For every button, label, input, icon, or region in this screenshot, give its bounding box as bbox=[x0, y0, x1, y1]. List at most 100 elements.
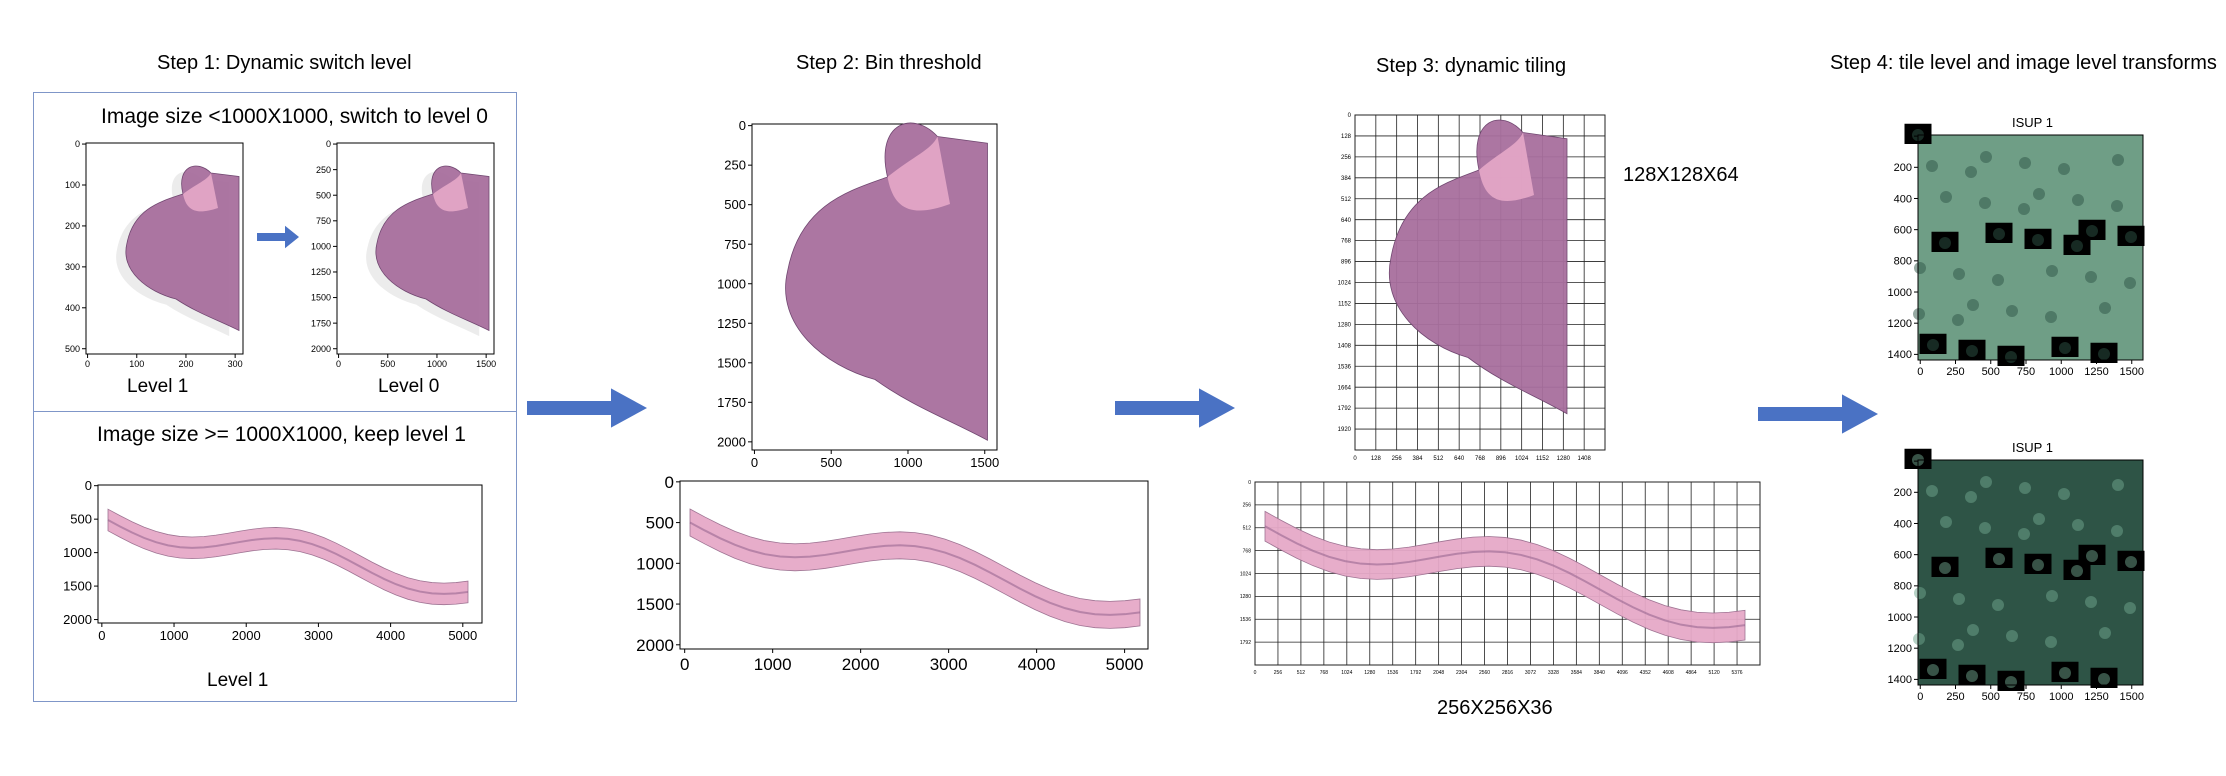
step3-grid-b-xtick-label: 5120 bbox=[1709, 670, 1720, 676]
step4-plot-b-frame bbox=[1917, 459, 2144, 686]
step3-grid-a-ytick-label: 256 bbox=[1341, 155, 1352, 161]
step4-image-a-tissue-blob bbox=[1913, 308, 1925, 320]
step4-image-a-tissue-blob bbox=[1979, 197, 1991, 209]
step4-image-b-tissue-blob bbox=[2032, 559, 2044, 571]
step4-plot-a-ytick-label: 600 bbox=[1894, 225, 1912, 237]
step3-tissue-strip-core bbox=[1264, 525, 1746, 629]
step1-plot-b-frame bbox=[336, 142, 495, 355]
step3-grid-b-xtick-label: 1536 bbox=[1387, 670, 1398, 676]
step4-image-b-tissue-blob bbox=[1940, 516, 1952, 528]
step4-image-a-tissue-blob bbox=[2098, 348, 2110, 360]
arrow-step3-to-step4 bbox=[1758, 394, 1878, 434]
step3-grid-b-xtick-label: 1280 bbox=[1364, 670, 1375, 676]
step4-image-b-tissue-blob bbox=[2111, 525, 2123, 537]
step2-plot-b-ytick-label: 2000 bbox=[636, 636, 674, 655]
step1-plot-b-ytick-label: 1500 bbox=[311, 293, 331, 303]
step3-grid-b-xtick-label: 2304 bbox=[1456, 670, 1467, 676]
step4-image-b-tissue-blob bbox=[1952, 639, 1964, 651]
step4-image-a-tissue-blob bbox=[2045, 311, 2057, 323]
step3-grid-b-xtick-label: 3584 bbox=[1571, 670, 1582, 676]
step4-plot-a-ytick-label: 1400 bbox=[1888, 349, 1912, 361]
step4-image-a-tissue-blob bbox=[2046, 265, 2058, 277]
step4-image-a-tissue-blob bbox=[1967, 299, 1979, 311]
step4-plot-a-ytick-label: 1000 bbox=[1888, 287, 1912, 299]
step4-plot-b-ytick-label: 1400 bbox=[1888, 674, 1912, 686]
step1-small-arrow bbox=[257, 225, 299, 249]
step3-grid-a-ytick-label: 384 bbox=[1341, 176, 1352, 182]
step4-image-b-tissue-blob bbox=[2059, 667, 2071, 679]
step1-plot-a-ytick-label: 400 bbox=[65, 303, 80, 313]
step4-plot-a-xtick-label: 250 bbox=[1946, 366, 1964, 378]
step1-plot-a-ytick-label: 300 bbox=[65, 262, 80, 272]
step4-image-b-tissue-blob bbox=[2019, 482, 2031, 494]
step1-plot-b-ytick-label: 1750 bbox=[311, 318, 331, 328]
step3-grid-a-ytick-label: 1024 bbox=[1338, 281, 1352, 287]
step3-grid-a-xtick-label: 256 bbox=[1392, 456, 1403, 462]
step4-image-a-tissue-blob bbox=[1953, 268, 1965, 280]
step4-image-a-tissue-blob bbox=[2086, 225, 2098, 237]
step3-grid-a-xtick-label: 1408 bbox=[1577, 456, 1591, 462]
step2-tissue-strip bbox=[689, 508, 1141, 629]
step4-image-a-tissue-blob bbox=[2018, 203, 2030, 215]
step2-plot-b-ytick-label: 500 bbox=[646, 514, 674, 533]
step3-grid-b-xtick-label: 3328 bbox=[1548, 670, 1559, 676]
step3-grid-a-xtick-label: 1280 bbox=[1557, 456, 1571, 462]
step3-tissue-strip bbox=[1264, 510, 1746, 644]
step1-plot-c-ytick-label: 500 bbox=[70, 512, 92, 527]
step3-grid-a-xtick-label: 128 bbox=[1371, 456, 1382, 462]
step4-plot-b-xtick-label: 1250 bbox=[2084, 691, 2108, 703]
step4-image-b-tissue-blob bbox=[2124, 602, 2136, 614]
step4-image-b-tissue-blob bbox=[2072, 519, 2084, 531]
step4-plot-a-ytick-label: 400 bbox=[1894, 193, 1912, 205]
step4-plot-b-ytick-label: 1000 bbox=[1888, 612, 1912, 624]
step4-image-b-tissue-blob bbox=[2085, 596, 2097, 608]
step1-plot-c-xtick-label: 5000 bbox=[448, 628, 477, 643]
step1-panel bbox=[33, 92, 517, 702]
step3-grid-b-xtick-label: 2816 bbox=[1502, 670, 1513, 676]
step1-plot-c-xtick-label: 0 bbox=[98, 628, 105, 643]
step4-image-a-tissue-blob bbox=[2112, 154, 2124, 166]
step4-plot-b-xtick-label: 500 bbox=[1982, 691, 2000, 703]
step1-plot-b-xtick-label: 1500 bbox=[476, 359, 496, 369]
step1-title: Step 1: Dynamic switch level bbox=[157, 52, 412, 74]
step4-plot-b-ytick-label: 800 bbox=[1894, 581, 1912, 593]
step4-image-a-tissue-blob bbox=[2006, 305, 2018, 317]
step3-grid-a-xtick-label: 768 bbox=[1475, 456, 1486, 462]
step1-plot-a-ytick-label: 500 bbox=[65, 344, 80, 354]
step3-grid-a-xtick-label: 384 bbox=[1412, 456, 1423, 462]
step3-grid-b-xtick-label: 5376 bbox=[1731, 670, 1742, 676]
step3-grid-b-xtick-label: 768 bbox=[1320, 670, 1329, 676]
step3-grid-b-xtick-label: 4096 bbox=[1617, 670, 1628, 676]
step1-plot-c-xtick-label: 3000 bbox=[304, 628, 333, 643]
step1-plot-b-ytick-label: 500 bbox=[316, 190, 331, 200]
step4-plot-b-xtick-label: 750 bbox=[2017, 691, 2035, 703]
step1-plot-b-ytick-label: 750 bbox=[316, 216, 331, 226]
step2-tissue-binary-pale-region bbox=[887, 136, 950, 211]
step3-grid-a-ytick-label: 1280 bbox=[1338, 322, 1352, 328]
step3-grid-a-ytick-label: 768 bbox=[1341, 239, 1352, 245]
step3-grid-a-ytick-label: 1920 bbox=[1338, 427, 1352, 433]
step2-plot-a-ytick-label: 1750 bbox=[717, 395, 746, 410]
step3-grid-a-ytick-label: 1792 bbox=[1338, 406, 1352, 412]
step1-plot-b-ytick-label: 2000 bbox=[311, 344, 331, 354]
step4-image-a-tissue-blob bbox=[2099, 302, 2111, 314]
step4-image-a-tissue-blob bbox=[2005, 351, 2017, 363]
step2-plot-a-xtick-label: 0 bbox=[751, 455, 758, 470]
step1-plot-b-ytick-label: 1250 bbox=[311, 267, 331, 277]
step1-tissue-strip bbox=[107, 508, 469, 606]
step1-plot-c-ytick-label: 1000 bbox=[63, 545, 92, 560]
step3-grid-b-ytick-label: 1024 bbox=[1240, 571, 1251, 577]
step4-image-a-tissue-blob bbox=[2019, 157, 2031, 169]
step2-plot-a-ytick-label: 2000 bbox=[717, 434, 746, 449]
step3-grid-b-xtick-label: 256 bbox=[1274, 670, 1283, 676]
step1-plot-c-frame bbox=[97, 484, 483, 624]
step1-plot-b-xtick-label: 0 bbox=[336, 359, 341, 369]
step2-plot-a-xtick-label: 500 bbox=[820, 455, 842, 470]
step4-plot-a-xtick-label: 1000 bbox=[2049, 366, 2073, 378]
step2-plot-a-frame bbox=[751, 123, 998, 451]
step4-plot-b-ytick-label: 200 bbox=[1894, 487, 1912, 499]
step1-plot-b-ytick-label: 250 bbox=[316, 165, 331, 175]
step4-image-b-tissue-blob bbox=[2071, 565, 2083, 577]
step2-plot-a-ytick-label: 250 bbox=[724, 158, 746, 173]
step4-image-b-tissue-blob bbox=[1992, 599, 2004, 611]
